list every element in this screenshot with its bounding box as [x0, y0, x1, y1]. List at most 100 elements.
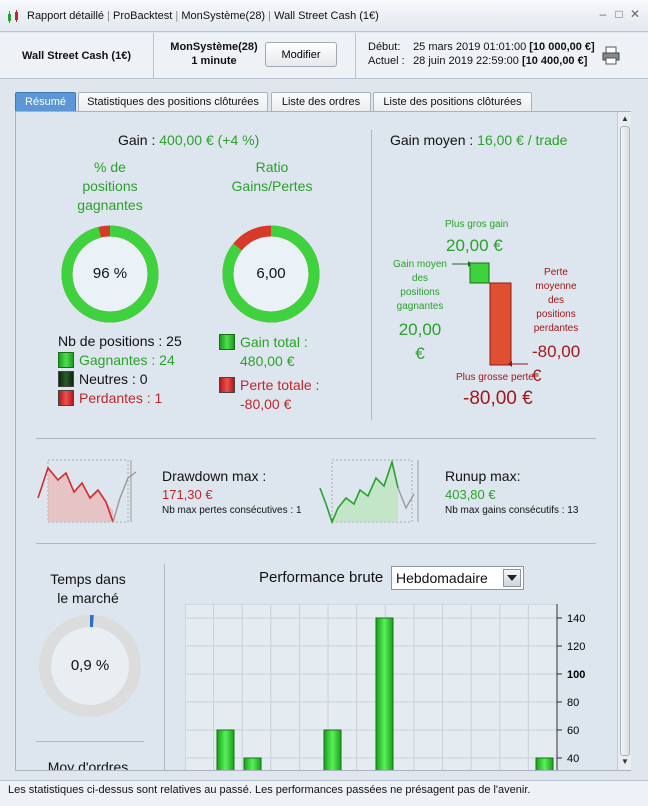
total-gain-label: Gain total : [240, 334, 308, 350]
system-name: MonSystème(28) [170, 41, 258, 53]
divider [153, 33, 154, 79]
gain-label: Gain : [118, 132, 156, 148]
avg-win-label-line: Gain moyen [393, 259, 447, 270]
gain-value: 400,00 € (+4 %) [159, 132, 260, 148]
drawdown-sparkline [37, 459, 137, 523]
win-pct-value: 96 % [92, 265, 128, 282]
runup-sparkline [319, 459, 419, 525]
title-part-probacktest: ProBacktest [113, 10, 173, 22]
performance-chart: 40 60 80 100 120 140 [185, 604, 585, 770]
time-in-market-value: 0,9 % [70, 657, 110, 674]
drawdown-value: 171,30 € [162, 487, 213, 502]
largest-gain-label: Plus gros gain [445, 219, 509, 230]
win-pct-title-line: positions [82, 178, 138, 194]
nb-positions: Nb de positions : 25 [58, 333, 182, 349]
current-date: 28 juin 2019 22:59:00 [413, 55, 519, 67]
scroll-down-icon[interactable]: ▼ [621, 757, 629, 766]
window-titlebar: Rapport détaillé | ProBacktest | MonSyst… [0, 0, 648, 32]
period-select-value: Hebdomadaire [396, 570, 488, 586]
max-consecutive-losses: Nb max pertes consécutives : 1 [162, 505, 302, 516]
chart-plot-area [185, 604, 558, 770]
footer-disclaimer: Les statistiques ci-dessus sont relative… [0, 780, 648, 806]
avg-loss-label: Perte moyenne des positions perdantes [528, 266, 584, 336]
avg-win-value-line: 20,00 [398, 320, 442, 339]
winners-count: Gagnantes : 24 [79, 352, 175, 368]
vertical-scrollbar[interactable]: ▲ ▼ [617, 112, 631, 770]
candlestick-icon [8, 10, 18, 23]
losers-count: Perdantes : 1 [79, 390, 163, 406]
current-label: Actuel : [368, 55, 405, 67]
drawdown-label: Drawdown max : [162, 468, 267, 484]
current-capital: [10 400,00 €] [521, 55, 588, 67]
instrument-name: Wall Street Cash (1€) [21, 50, 131, 62]
win-pct-title-line: gagnantes [77, 197, 143, 213]
scroll-thumb[interactable] [620, 126, 630, 756]
largest-loss-label: Plus grosse perte [456, 372, 534, 383]
win-pct-title-line: % de [94, 159, 126, 175]
y-tick-label: 40 [567, 753, 579, 765]
title-sep: | [268, 10, 272, 22]
minimize-icon[interactable]: – [599, 7, 607, 21]
title-part-system: MonSystème(28) [181, 10, 266, 22]
ratio-title-line: Gains/Pertes [231, 178, 313, 194]
y-tick-label: 60 [567, 725, 579, 737]
window-title: Rapport détaillé | ProBacktest | MonSyst… [27, 10, 379, 22]
printer-icon[interactable] [601, 45, 621, 65]
chart-bar [216, 729, 235, 770]
runup-value: 403,80 € [445, 487, 496, 502]
max-consecutive-gains: Nb max gains consécutifs : 13 [445, 505, 579, 516]
avg-win-label-line: des [411, 273, 429, 284]
tab-orders-list[interactable]: Liste des ordres [271, 92, 371, 112]
system-timeframe: 1 minute [191, 55, 237, 67]
avg-loss-label-line: des [547, 295, 565, 306]
avg-win-value: 20,00 € [395, 318, 445, 366]
divider [36, 438, 596, 439]
win-pct-ring [61, 225, 159, 323]
start-label: Début: [368, 41, 401, 53]
chart-bar [323, 729, 342, 770]
largest-loss-value: -80,00 € [463, 388, 533, 409]
total-loss-swatch [219, 377, 235, 393]
total-loss-value: -80,00 € [240, 396, 292, 412]
ratio-value: 6,00 [256, 265, 286, 282]
total-gain: Gain total : 480,00 € [240, 333, 308, 371]
divider [164, 564, 165, 770]
avg-win-label-line: gagnantes [396, 301, 444, 312]
ratio-title-line: Ratio [255, 159, 289, 175]
tab-closed-positions-stats[interactable]: Statistiques des positions clôturées [78, 92, 268, 112]
y-tick-label: 120 [567, 641, 585, 653]
title-sep: | [107, 10, 110, 22]
performance-label: Performance brute [259, 569, 384, 586]
y-tick-label: 80 [567, 697, 579, 709]
modify-button[interactable]: Modifier [265, 42, 337, 67]
runup-label: Runup max: [445, 468, 521, 484]
avg-gain-row: Gain moyen : 16,00 € / trade [390, 132, 567, 148]
chevron-down-icon[interactable] [503, 569, 521, 587]
y-tick-label: 100 [567, 669, 585, 681]
info-bar: Wall Street Cash (1€) MonSystème(28) 1 m… [0, 33, 648, 79]
total-gain-value: 480,00 € [240, 353, 295, 369]
tab-closed-positions-list[interactable]: Liste des positions clôturées [373, 92, 532, 112]
neutral-swatch [58, 371, 74, 387]
time-in-market-ring [39, 615, 141, 717]
avg-gain-value: 16,00 € / trade [477, 132, 568, 148]
title-sep: | [175, 10, 179, 22]
title-part-report: Rapport détaillé [27, 10, 105, 22]
maximize-icon[interactable]: □ [615, 7, 623, 21]
total-loss-label: Perte totale : [240, 377, 320, 393]
period-select[interactable]: Hebdomadaire [391, 566, 524, 590]
avg-loss-label-line: perdantes [533, 323, 579, 334]
close-icon[interactable]: ✕ [629, 7, 641, 21]
divider [371, 130, 372, 420]
tab-resume[interactable]: Résumé [15, 92, 76, 112]
time-in-market-title-line: Temps dans [50, 571, 126, 587]
total-loss: Perte totale : -80,00 € [240, 376, 319, 414]
win-pct-title: % de positions gagnantes [56, 158, 164, 215]
losers-swatch [58, 390, 74, 406]
ratio-title: Ratio Gains/Pertes [212, 158, 332, 196]
avg-gain-label: Gain moyen : [390, 132, 474, 148]
start-capital: [10 000,00 €] [529, 41, 595, 53]
system-info: MonSystème(28) 1 minute [155, 40, 273, 68]
scroll-up-icon[interactable]: ▲ [621, 114, 629, 123]
avg-win-label-line: positions [400, 287, 440, 298]
